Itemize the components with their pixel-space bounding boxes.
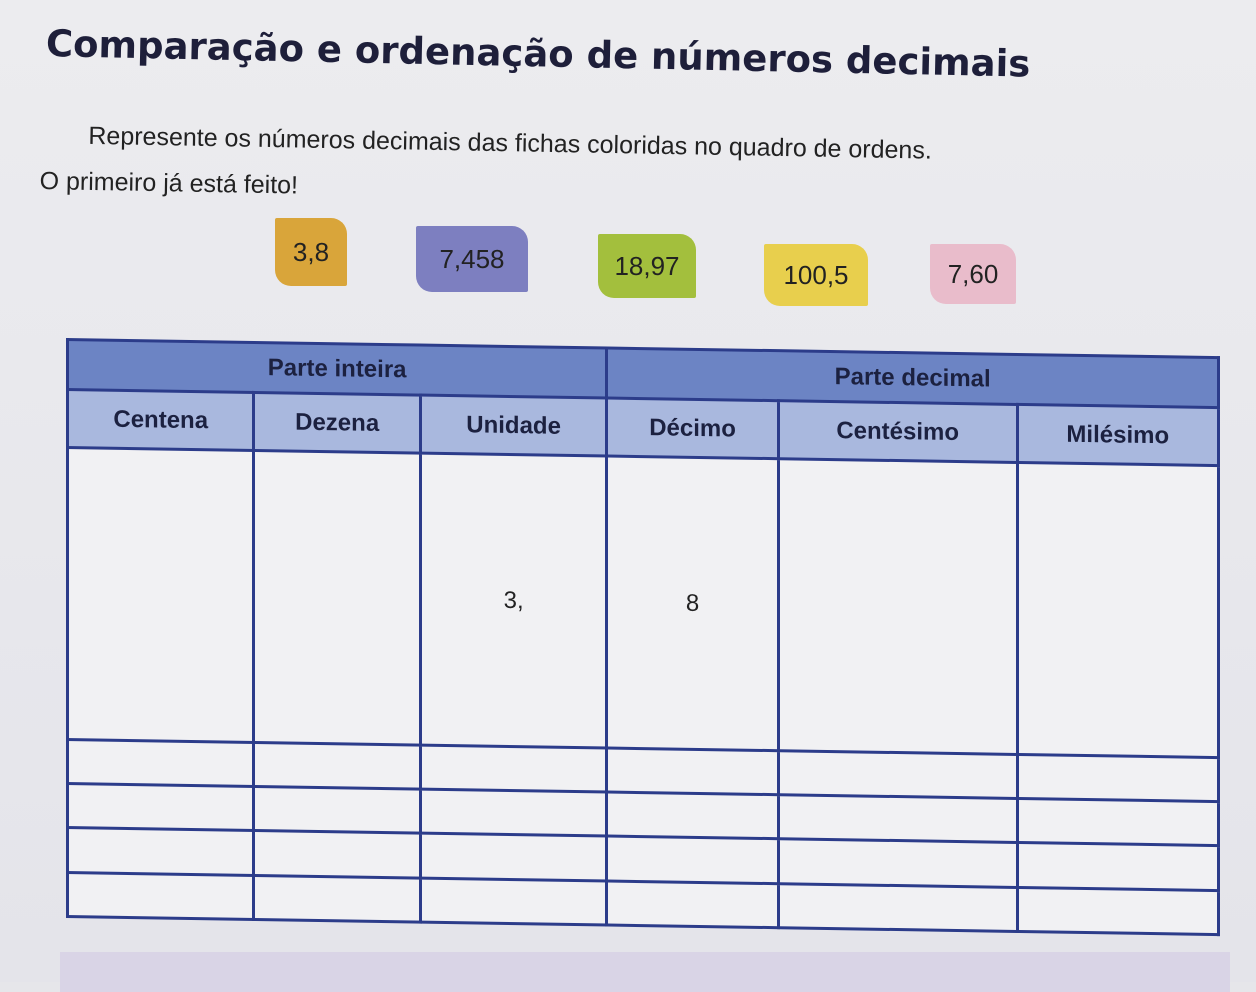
table-cell[interactable] [1017, 887, 1219, 935]
table-cell[interactable] [253, 742, 421, 790]
number-card: 18,97 [598, 234, 696, 298]
table-cell[interactable] [67, 872, 254, 920]
table-cell[interactable] [67, 739, 254, 787]
table-row: 3, 8 [67, 447, 1219, 758]
table-cell[interactable] [606, 836, 779, 884]
table-cell[interactable] [778, 794, 1018, 843]
table-cell[interactable] [606, 748, 779, 795]
number-card: 3,8 [275, 218, 347, 286]
table-cell[interactable] [606, 792, 779, 840]
table-cell[interactable] [1017, 842, 1219, 891]
table-cell[interactable] [67, 447, 254, 743]
place-value-table: Parte inteira Parte decimal Centena Dezena… [66, 338, 1220, 936]
column-header: Centésimo [778, 400, 1018, 463]
table-cell[interactable]: 8 [606, 455, 779, 751]
table-cell[interactable] [253, 875, 421, 923]
table-cell[interactable] [420, 789, 607, 837]
table-cell[interactable] [1017, 754, 1219, 802]
table-cell[interactable] [420, 833, 607, 881]
number-card: 7,60 [930, 244, 1016, 304]
column-header: Milésimo [1017, 404, 1219, 466]
table-cell[interactable] [1017, 462, 1219, 758]
table-cell[interactable] [1017, 798, 1219, 847]
instructions: Represente os números decimais das ficha… [39, 112, 932, 220]
table-cell[interactable] [778, 839, 1018, 888]
number-card: 100,5 [764, 244, 868, 306]
table-cell[interactable] [420, 745, 607, 793]
column-header: Centena [67, 389, 254, 451]
table-cell[interactable] [778, 458, 1018, 755]
table-cell[interactable] [253, 450, 421, 746]
table-cell[interactable] [606, 880, 779, 928]
table-cell[interactable] [253, 786, 421, 834]
table-cell[interactable] [67, 783, 254, 831]
column-header: Dezena [253, 392, 421, 454]
table-cell[interactable] [67, 828, 254, 876]
table-cell[interactable] [253, 830, 421, 878]
group-header: Parte inteira [67, 339, 607, 398]
footer-band [60, 952, 1230, 992]
column-header: Décimo [606, 397, 779, 459]
number-card: 7,458 [416, 226, 528, 292]
table-cell[interactable] [778, 750, 1018, 799]
table-cell[interactable] [420, 877, 607, 925]
table-cell[interactable]: 3, [420, 453, 607, 749]
table-cell[interactable] [778, 883, 1018, 932]
column-header: Unidade [420, 395, 607, 456]
